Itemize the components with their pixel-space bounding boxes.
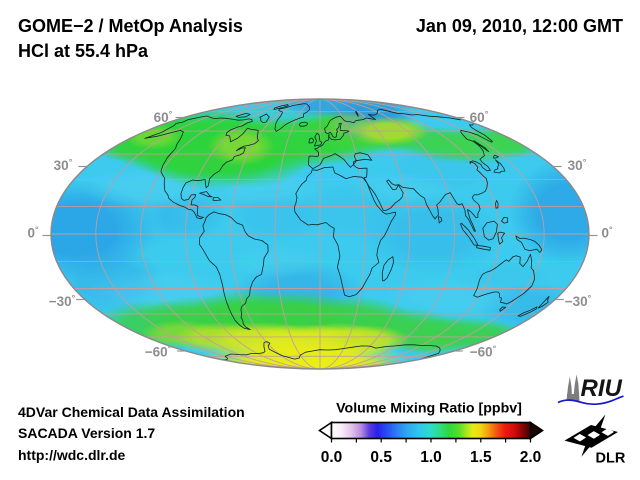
svg-text:Volume Mixing Ratio [ppbv]: Volume Mixing Ratio [ppbv]	[336, 401, 522, 417]
svg-text:60°: 60°	[470, 109, 489, 125]
svg-text:0.5: 0.5	[370, 449, 392, 466]
svg-text:0°: 0°	[27, 225, 39, 241]
svg-text:1.5: 1.5	[470, 449, 492, 466]
svg-text:30°: 30°	[568, 157, 587, 173]
svg-text:RIU: RIU	[581, 375, 623, 402]
svg-text:1.0: 1.0	[420, 449, 442, 466]
svg-text:−30°: −30°	[49, 293, 76, 309]
svg-text:0.0: 0.0	[321, 449, 343, 466]
svg-text:−60°: −60°	[470, 344, 497, 360]
svg-text:−60°: −60°	[145, 344, 172, 360]
svg-text:0°: 0°	[601, 225, 613, 241]
svg-text:DLR: DLR	[596, 451, 626, 467]
svg-text:−30°: −30°	[565, 293, 592, 309]
svg-text:30°: 30°	[54, 157, 73, 173]
svg-text:2.0: 2.0	[520, 449, 542, 466]
svg-text:60°: 60°	[154, 109, 173, 125]
